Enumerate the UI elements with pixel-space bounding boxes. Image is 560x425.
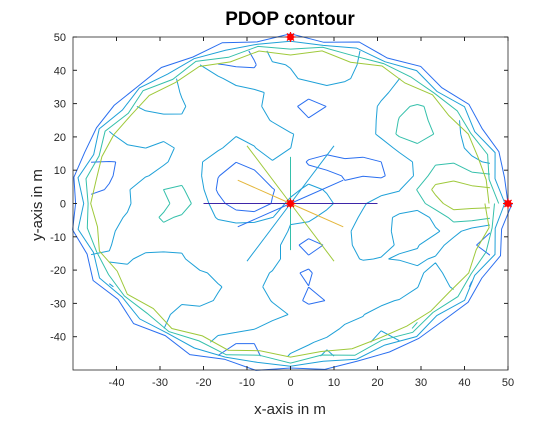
anchor-markers — [285, 32, 513, 209]
anchor-marker-stroke — [504, 199, 512, 208]
y-tick-label: -30 — [50, 298, 66, 310]
y-tick-label: 0 — [60, 199, 66, 211]
contour-level-3 — [91, 50, 490, 357]
anchor-marker-stroke — [286, 33, 295, 41]
contour-rings — [72, 33, 513, 371]
x-tick-label: -10 — [239, 377, 255, 389]
contour-ring-4 — [90, 50, 490, 358]
y-tick-label: 10 — [54, 165, 66, 177]
ticks: -40 -30 -20 -10 0 10 20 30 40 50 -40 -30 -20 -10 0 10 20… — [50, 32, 514, 389]
y-tick-label: 40 — [54, 65, 66, 77]
chart-title: PDOP contour — [225, 9, 355, 30]
x-tick-label: 20 — [371, 377, 383, 389]
x-tick-label: 50 — [502, 377, 514, 389]
x-tick-label: 10 — [328, 377, 340, 389]
origin-star-lines — [203, 145, 378, 262]
origin-star-line — [290, 203, 335, 262]
origin-star-line — [290, 179, 344, 204]
y-tick-label: -20 — [50, 265, 66, 277]
x-tick-label: 0 — [287, 377, 293, 389]
plot-area: -40 -30 -20 -10 0 10 20 30 40 50 -40 -30 -20 -10 0 10 20… — [50, 32, 514, 389]
contour-level-5 — [431, 180, 490, 211]
x-tick-label: -40 — [109, 377, 125, 389]
anchor-marker-stroke — [286, 199, 295, 208]
y-axis-label: y-axis in m — [29, 169, 46, 241]
x-tick-label: -20 — [196, 377, 212, 389]
contour-level-4 — [158, 104, 490, 329]
contour-ring-3 — [85, 45, 500, 364]
x-tick-label: -30 — [152, 377, 168, 389]
y-tick-label: -10 — [50, 232, 66, 244]
origin-star-line — [237, 179, 291, 204]
origin-star-line — [290, 145, 335, 204]
y-tick-label: 30 — [54, 99, 66, 111]
y-tick-label: 50 — [54, 32, 66, 44]
contour-ring-2 — [77, 40, 506, 367]
origin-star-line — [290, 203, 344, 228]
origin-star-line — [237, 203, 291, 228]
x-tick-label: 40 — [458, 377, 470, 389]
x-tick-label: 30 — [415, 377, 427, 389]
y-tick-label: 20 — [54, 132, 66, 144]
y-tick-label: -40 — [50, 332, 66, 344]
origin-star-line — [246, 203, 291, 262]
origin-star-line — [246, 145, 291, 204]
x-axis-label: x-axis in m — [254, 401, 326, 418]
